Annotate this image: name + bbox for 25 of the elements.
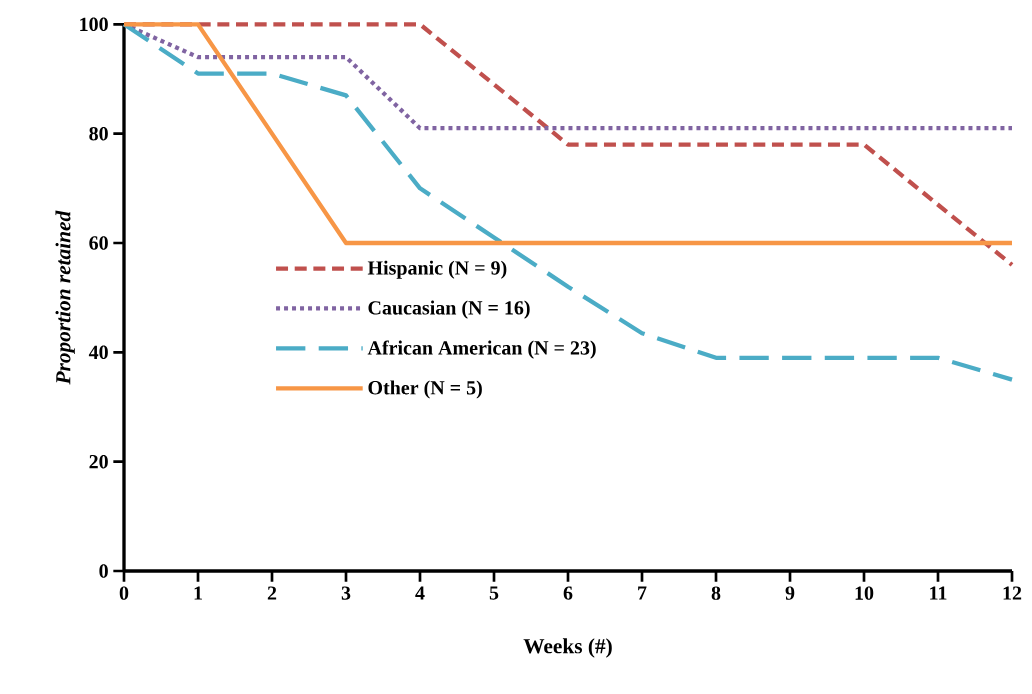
x-tick-label: 10	[855, 586, 874, 600]
x-axis-title: Weeks (#)	[523, 638, 612, 658]
legend-label: Other (N = 5)	[368, 380, 482, 399]
x-tick-label: 2	[267, 586, 277, 600]
x-tick-label: 1	[194, 586, 202, 600]
x-tick-label: 8	[711, 586, 721, 600]
legend-label: Caucasian (N = 16)	[368, 300, 530, 319]
y-tick-label: 60	[89, 236, 108, 250]
x-tick-label: 9	[785, 586, 795, 600]
y-tick-label: 40	[88, 345, 108, 360]
y-tick-label: 0	[99, 564, 108, 578]
legend-label: Hispanic (N = 9)	[367, 260, 507, 279]
y-tick-label: 80	[89, 126, 108, 141]
x-tick-label: 0	[119, 586, 129, 600]
x-tick-label: 3	[341, 586, 351, 600]
x-tick-label: 11	[930, 586, 947, 600]
x-tick-label: 6	[563, 586, 573, 600]
y-tick-label: 100	[80, 17, 108, 32]
y-tick-label: 20	[89, 454, 108, 469]
y-axis-title: Proportion retained	[55, 210, 75, 385]
x-tick-label: 5	[489, 586, 499, 600]
x-tick-label: 4	[415, 586, 425, 600]
x-tick-label: 7	[638, 586, 647, 600]
legend-label: African American (N = 23)	[367, 340, 596, 359]
x-tick-label: 12	[1003, 586, 1022, 600]
